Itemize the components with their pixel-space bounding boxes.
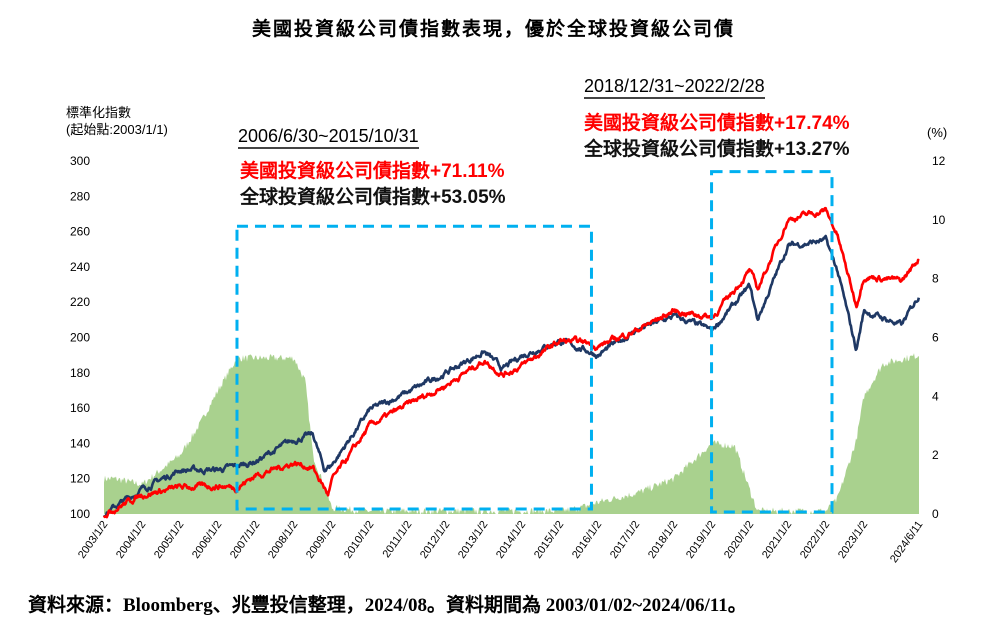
y2-tick-label: 12 xyxy=(932,154,946,168)
y-tick-label: 100 xyxy=(70,507,90,521)
x-tick-label: 2013/1/2 xyxy=(456,519,490,561)
annotation-global-1: 全球投資級公司債指數+53.05% xyxy=(240,187,506,208)
y-tick-label: 280 xyxy=(70,189,90,203)
x-tick-label: 2003/1/2 xyxy=(76,519,110,561)
period-label-1: 2006/6/30~2015/10/31 xyxy=(238,125,419,149)
annotation-us-1: 美國投資級公司債指數+71.11% xyxy=(240,161,505,182)
y-tick-label: 240 xyxy=(70,260,90,274)
x-tick-label: 2023/1/2 xyxy=(836,519,870,561)
y2-axis-label: (%) xyxy=(927,125,948,140)
x-tick-label: 2004/1/2 xyxy=(114,519,148,561)
y-tick-label: 160 xyxy=(70,401,90,415)
x-tick-label: 2021/1/2 xyxy=(760,519,794,561)
line-series-global-ig xyxy=(102,234,921,518)
x-tick-label: 2007/1/2 xyxy=(228,519,262,561)
x-tick-label: 2018/1/2 xyxy=(646,519,680,561)
y-axis-label: 標準化指數 xyxy=(66,105,132,120)
chart-title: 美國投資級公司債指數表現，優於全球投資級公司債 xyxy=(251,18,735,40)
line-series-us-ig xyxy=(102,206,920,519)
y-tick-label: 260 xyxy=(70,225,90,239)
x-tick-label: 2009/1/2 xyxy=(304,519,338,561)
area-series-percent xyxy=(104,353,919,514)
source-note: 資料來源：Bloomberg、兆豐投信整理，2024/08。資料期間為 2003… xyxy=(28,595,747,616)
x-tick-label: 2010/1/2 xyxy=(342,519,376,561)
x-tick-label: 2016/1/2 xyxy=(570,519,604,561)
y-axis-sublabel: (起始點:2003/1/1) xyxy=(66,122,168,137)
period-label-2: 2018/12/31~2022/2/28 xyxy=(584,75,765,99)
x-tick-label: 2015/1/2 xyxy=(532,519,566,561)
y2-tick-label: 10 xyxy=(932,213,946,227)
x-tick-label: 2012/1/2 xyxy=(418,519,452,561)
y-tick-label: 220 xyxy=(70,295,90,309)
y2-tick-label: 8 xyxy=(932,272,939,286)
period-box-1 xyxy=(235,224,593,511)
x-tick-label: 2005/1/2 xyxy=(152,519,186,561)
period-box-2 xyxy=(710,170,834,514)
y-tick-label: 120 xyxy=(70,472,90,486)
y2-tick-label: 4 xyxy=(932,389,939,403)
y2-tick-label: 0 xyxy=(932,507,939,521)
y2-tick-label: 6 xyxy=(932,331,939,345)
x-tick-label: 2014/1/2 xyxy=(494,519,528,561)
x-tick-label: 2008/1/2 xyxy=(266,519,300,561)
x-tick-label: 2019/1/2 xyxy=(684,519,718,561)
x-tick-label: 2022/1/2 xyxy=(798,519,832,561)
x-tick-label: 2006/1/2 xyxy=(190,519,224,561)
y-tick-label: 200 xyxy=(70,331,90,345)
x-tick-label: 2020/1/2 xyxy=(722,519,756,561)
x-tick-label: 2011/1/2 xyxy=(380,519,414,560)
y-tick-label: 180 xyxy=(70,366,90,380)
x-tick-label: 2024/6/11 xyxy=(888,519,925,565)
y-tick-label: 300 xyxy=(70,154,90,168)
x-tick-label: 2017/1/2 xyxy=(608,519,642,561)
y-tick-label: 140 xyxy=(70,436,90,450)
annotation-us-2: 美國投資級公司債指數+17.74% xyxy=(584,113,850,134)
annotation-global-2: 全球投資級公司債指數+13.27% xyxy=(584,139,850,160)
y2-tick-label: 2 xyxy=(932,448,939,462)
